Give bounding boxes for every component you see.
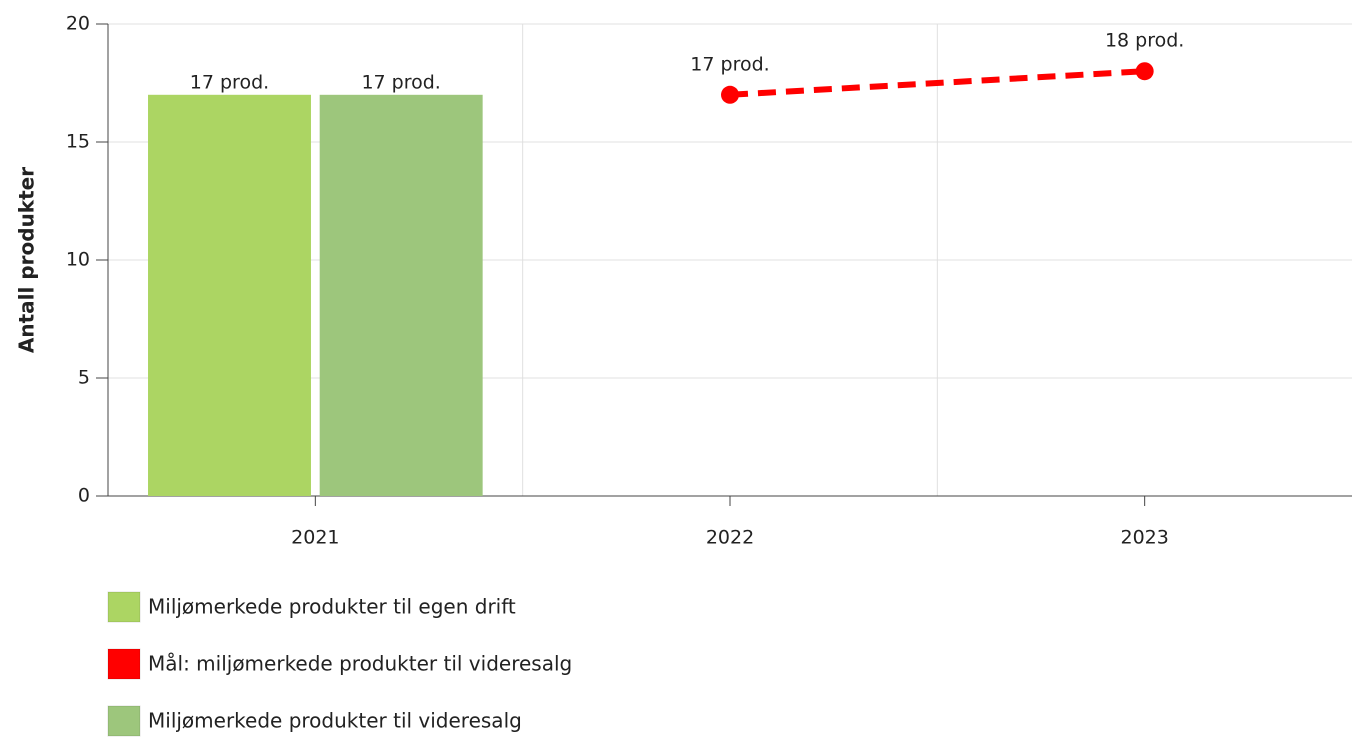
legend-label: Miljømerkede produkter til videresalg — [148, 709, 522, 733]
x-tick-label: 2021 — [291, 527, 339, 549]
y-tick-label: 0 — [78, 485, 90, 507]
y-tick-label: 20 — [66, 13, 90, 35]
bar — [148, 94, 311, 497]
y-tick-label: 5 — [78, 367, 90, 389]
data-label: 17 prod. — [690, 53, 769, 75]
legend-label: Mål: miljømerkede produkter til videresa… — [148, 652, 572, 676]
line — [729, 68, 1145, 98]
legend-swatch — [107, 591, 141, 623]
data-label: 18 prod. — [1105, 30, 1184, 52]
bar — [319, 94, 483, 497]
x-tick-label: 2022 — [706, 527, 754, 549]
line-marker — [721, 85, 739, 104]
legend-label: Miljømerkede produkter til egen drift — [148, 595, 516, 619]
y-tick-label: 15 — [66, 131, 90, 153]
y-tick-label: 10 — [66, 249, 90, 271]
x-tick-label: 2023 — [1120, 527, 1168, 549]
legend-swatch — [107, 648, 141, 680]
legend-swatch — [107, 705, 141, 737]
data-label: 17 prod. — [361, 71, 440, 93]
data-label: 17 prod. — [190, 71, 269, 93]
line-marker — [1135, 62, 1154, 81]
y-axis-title: Antall produkter — [15, 167, 39, 353]
